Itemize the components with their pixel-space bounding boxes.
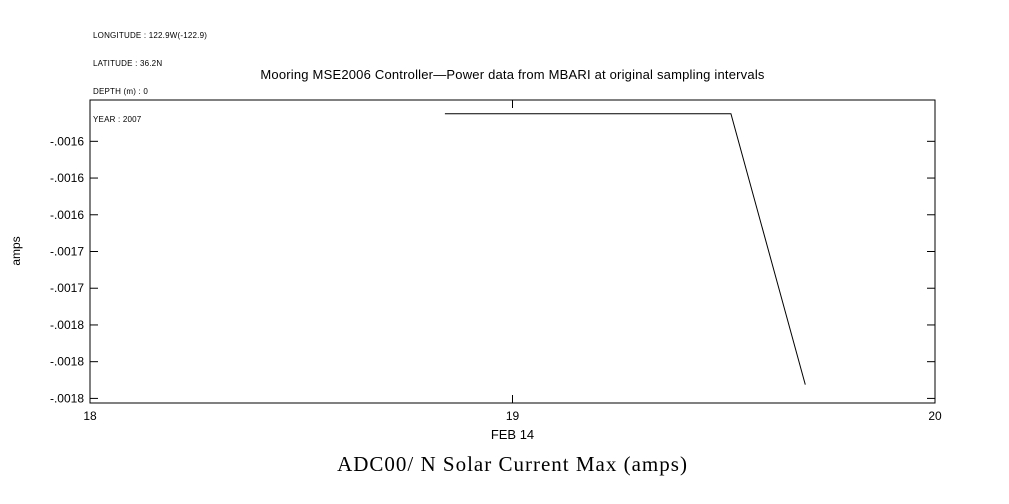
y-tick-label: -.0017 xyxy=(50,245,84,259)
chart-title: Mooring MSE2006 Controller—Power data fr… xyxy=(260,67,765,82)
x-tick-label: 18 xyxy=(83,409,97,423)
y-tick-label: -.0016 xyxy=(50,208,84,222)
plot-frame xyxy=(89,99,936,404)
y-tick-label: -.0016 xyxy=(50,134,84,148)
latitude-label: LATITUDE : 36.2N xyxy=(93,59,163,69)
y-tick-label: -.0018 xyxy=(50,391,84,405)
y-axis-label: amps xyxy=(9,236,23,265)
depth-label: DEPTH (m) : 0 xyxy=(93,87,149,97)
series-solar-current-max xyxy=(444,113,806,385)
station-metadata: LONGITUDE : 122.9W(-122.9) LATITUDE : 36… xyxy=(93,12,207,144)
y-tick-label: -.0017 xyxy=(50,281,84,295)
y-tick-label: -.0018 xyxy=(50,318,84,332)
x-axis-date-label: FEB 14 xyxy=(491,427,534,442)
y-tick-label: -.0016 xyxy=(50,171,84,185)
year-label: YEAR : 2007 xyxy=(93,115,142,125)
longitude-label: LONGITUDE : 122.9W(-122.9) xyxy=(93,30,208,40)
y-tick-label: -.0018 xyxy=(50,355,84,369)
bottom-title: ADC00/ N Solar Current Max (amps) xyxy=(337,452,688,476)
x-tick-label: 20 xyxy=(928,409,942,423)
x-tick-label: 19 xyxy=(506,409,520,423)
